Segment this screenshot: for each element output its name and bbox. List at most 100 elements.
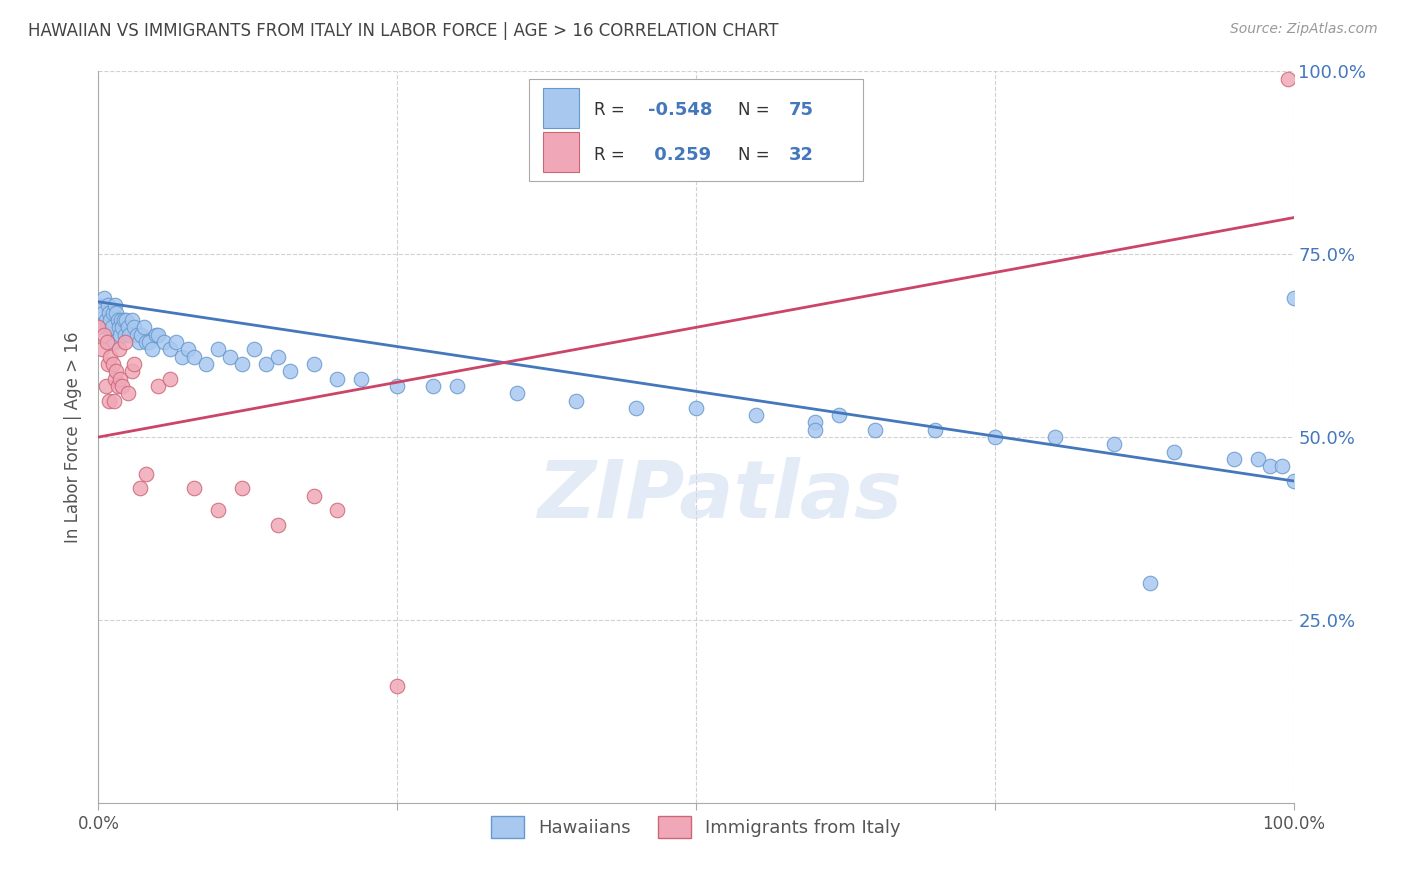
Point — [1282, 291, 1305, 305]
Point — [124, 357, 146, 371]
Point — [984, 430, 1007, 444]
Point — [172, 350, 194, 364]
Point — [148, 327, 170, 342]
Text: -0.548: -0.548 — [648, 101, 713, 120]
Point — [1043, 430, 1066, 444]
Point — [1258, 459, 1281, 474]
Point — [107, 313, 129, 327]
Point — [114, 327, 136, 342]
Point — [93, 327, 115, 342]
Point — [111, 320, 134, 334]
Point — [865, 423, 887, 437]
Point — [121, 364, 143, 378]
Point — [924, 423, 946, 437]
Point — [183, 481, 205, 495]
Point — [125, 327, 148, 342]
Point — [565, 393, 588, 408]
Point — [87, 298, 110, 312]
Point — [254, 357, 277, 371]
Point — [148, 379, 170, 393]
Point — [98, 350, 122, 364]
Point — [183, 350, 205, 364]
Text: N =: N = — [738, 101, 775, 120]
Y-axis label: In Labor Force | Age > 16: In Labor Force | Age > 16 — [65, 331, 83, 543]
Point — [101, 357, 124, 371]
Point — [1223, 452, 1246, 467]
Point — [91, 306, 114, 320]
Point — [129, 481, 152, 495]
Point — [302, 357, 325, 371]
Point — [105, 364, 128, 378]
Point — [111, 379, 134, 393]
Point — [1163, 444, 1185, 458]
Text: HAWAIIAN VS IMMIGRANTS FROM ITALY IN LABOR FORCE | AGE > 16 CORRELATION CHART: HAWAIIAN VS IMMIGRANTS FROM ITALY IN LAB… — [28, 22, 779, 40]
Point — [100, 320, 122, 334]
Bar — [529, 78, 863, 181]
Point — [110, 313, 132, 327]
Point — [1104, 437, 1126, 451]
Point — [302, 489, 325, 503]
Point — [91, 343, 114, 357]
Point — [105, 306, 128, 320]
Point — [108, 327, 131, 342]
Point — [159, 371, 181, 385]
Point — [108, 371, 131, 385]
Point — [117, 386, 139, 401]
Point — [506, 386, 529, 401]
Point — [107, 379, 129, 393]
Point — [385, 679, 409, 693]
Point — [165, 334, 187, 349]
Text: ZIPatlas: ZIPatlas — [537, 457, 903, 534]
Point — [267, 350, 290, 364]
Point — [98, 313, 122, 327]
Text: 0.259: 0.259 — [648, 146, 711, 164]
Point — [117, 320, 139, 334]
Point — [98, 306, 121, 320]
Text: R =: R = — [595, 146, 630, 164]
Point — [94, 313, 117, 327]
Point — [231, 357, 253, 371]
Point — [96, 334, 118, 349]
Point — [124, 320, 146, 334]
Point — [135, 467, 157, 481]
Point — [1277, 71, 1299, 86]
Point — [231, 481, 253, 495]
Point — [195, 357, 218, 371]
Point — [159, 343, 181, 357]
Point — [103, 334, 125, 349]
Point — [141, 343, 163, 357]
Point — [103, 393, 125, 408]
Point — [207, 503, 229, 517]
Point — [350, 371, 373, 385]
Point — [1282, 474, 1305, 488]
Bar — [543, 88, 579, 128]
Point — [118, 327, 141, 342]
Point — [128, 334, 150, 349]
Point — [804, 416, 827, 430]
Point — [114, 334, 136, 349]
Point — [93, 291, 115, 305]
Point — [1247, 452, 1270, 467]
Point — [96, 320, 118, 334]
Point — [94, 379, 117, 393]
Point — [422, 379, 444, 393]
Point — [326, 503, 349, 517]
Text: N =: N = — [738, 146, 775, 164]
Point — [87, 320, 110, 334]
Point — [828, 408, 851, 422]
Point — [145, 327, 167, 342]
Text: R =: R = — [595, 101, 630, 120]
Point — [107, 320, 129, 334]
Point — [132, 320, 155, 334]
Point — [326, 371, 349, 385]
Point — [98, 393, 121, 408]
Point — [135, 334, 157, 349]
Point — [97, 357, 120, 371]
Point — [685, 401, 707, 415]
Bar — [543, 132, 579, 172]
Point — [385, 379, 409, 393]
Point — [131, 327, 153, 342]
Text: Source: ZipAtlas.com: Source: ZipAtlas.com — [1230, 22, 1378, 37]
Point — [745, 408, 768, 422]
Point — [153, 334, 176, 349]
